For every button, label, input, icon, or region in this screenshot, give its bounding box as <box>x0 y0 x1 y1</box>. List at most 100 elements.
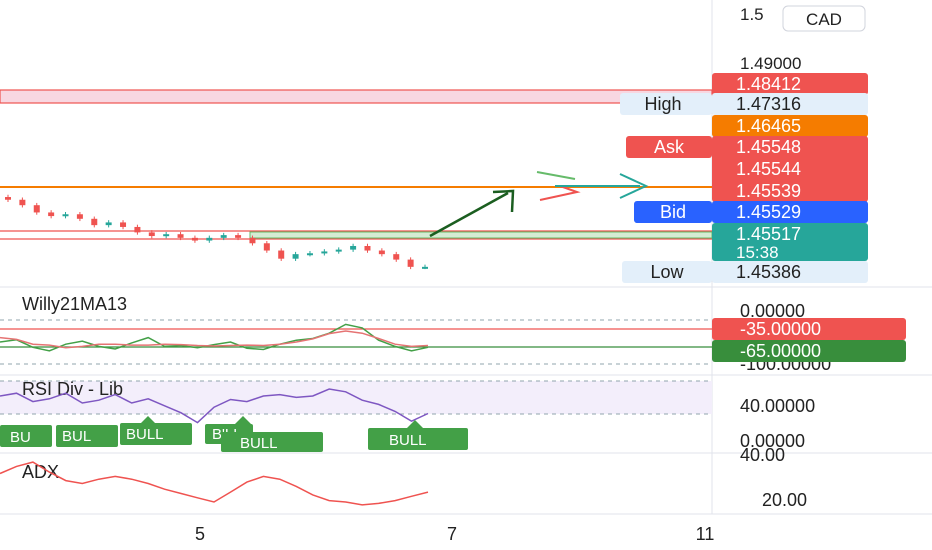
green-arrow-stroke <box>536 171 576 180</box>
low-tag-text: Low <box>650 262 684 282</box>
price-labels: 1.48412 High 1.47316 1.46465 Ask 1.45548… <box>620 73 868 283</box>
rsi-axis-0: 0.00000 <box>740 431 805 451</box>
bull-signal-2-text: BUL <box>62 428 91 445</box>
bull-signal-3-pointer <box>140 416 156 424</box>
teal-arrow-head <box>619 173 649 199</box>
bid-tag-bg <box>634 201 712 223</box>
candle-body <box>263 243 270 251</box>
candlestick-series <box>5 194 428 270</box>
candle-body <box>91 218 98 226</box>
bull-signal-3-text: BULL <box>126 426 164 443</box>
currency-button[interactable] <box>782 5 866 32</box>
willy-ma-line <box>0 330 429 349</box>
bull-signal-3 <box>120 423 192 445</box>
candle-body <box>249 237 256 244</box>
candle-body <box>350 245 357 250</box>
adx-axis-40: 40.00 <box>740 445 785 465</box>
adx-title: ADX <box>22 462 59 482</box>
willy-level-35-bg <box>712 318 906 340</box>
price-label-ask-group-bg <box>712 136 868 202</box>
bull-signal-6-text: BULL <box>389 432 427 449</box>
willy-level-65-text: -65.00000 <box>740 341 821 361</box>
candle-body <box>422 266 428 269</box>
candle-body <box>33 205 40 213</box>
low-tag-bg <box>622 261 712 283</box>
candle-body <box>378 250 385 255</box>
ask-tag-bg <box>626 136 712 158</box>
price-label-upper-text: 1.48412 <box>736 74 801 94</box>
bull-signal-6 <box>368 428 468 450</box>
high-tag-bg <box>620 93 712 115</box>
willy-line <box>0 323 429 352</box>
candle-body <box>306 253 313 256</box>
willy-level-65-bg <box>712 340 906 362</box>
bull-signal-2 <box>56 425 118 447</box>
time-tick-11: 11 <box>696 524 715 544</box>
bull-signal-1-text: BU <box>10 429 31 446</box>
candle-body <box>235 235 242 238</box>
candle-body <box>120 222 127 227</box>
bid-tag-text: Bid <box>660 202 686 222</box>
candle-body <box>292 254 299 259</box>
candle-body <box>364 245 371 251</box>
candle-body <box>19 199 26 206</box>
candle-body <box>177 234 184 238</box>
bull-signal-6-pointer <box>405 420 425 430</box>
candle-body <box>48 212 55 217</box>
time-tick-7: 7 <box>447 524 457 544</box>
countdown-text: 15:38 <box>736 243 779 262</box>
candle-body <box>206 237 213 241</box>
price-label-orange-bg <box>712 115 868 137</box>
price-label-high-text: 1.47316 <box>736 94 801 114</box>
rsi-axis-40: 40.00000 <box>740 396 815 416</box>
candle-body <box>393 254 400 260</box>
willy-title: Willy21MA13 <box>22 294 127 314</box>
candle-body <box>134 226 141 233</box>
candle-body <box>407 259 414 267</box>
candle-body <box>220 235 227 238</box>
candle-body <box>5 197 11 200</box>
candle-body <box>62 214 69 217</box>
bull-signal-5-text: BULL <box>240 435 278 452</box>
bull-signal-5-pointer <box>235 416 251 424</box>
rsi-line <box>0 388 429 424</box>
projection-arrow-line <box>429 191 509 238</box>
resistance-zone <box>0 89 713 104</box>
candle-body <box>335 249 342 252</box>
willy-level-35-text: -35.00000 <box>740 319 821 339</box>
price-label-orange-text: 1.46465 <box>736 116 801 136</box>
price-label-ask-text: 1.45548 <box>736 137 801 157</box>
price-tick-1-49: 1.49000 <box>740 54 801 73</box>
candle-body <box>191 237 198 241</box>
red-arrow-stroke <box>539 185 581 201</box>
currency-label: CAD <box>806 10 842 29</box>
candle-body <box>278 250 285 259</box>
price-tick-1-5: 1.5 <box>740 5 764 24</box>
price-label-mid-text: 1.45544 <box>736 159 801 179</box>
high-tag-text: High <box>644 94 681 114</box>
bull-signal-5 <box>221 432 323 452</box>
demand-zone <box>249 231 713 239</box>
willy-axis-0: 0.00000 <box>740 301 805 321</box>
bull-signals: BU BUL BULL B'LL BULL BULL <box>0 416 468 452</box>
ask-tag-text: Ask <box>654 137 685 157</box>
price-label-last-bg <box>712 223 868 261</box>
candle-body <box>148 232 155 237</box>
projection-arrow-head <box>492 189 515 213</box>
price-label-upper-bg <box>712 73 868 95</box>
price-label-bid-bg <box>712 201 868 223</box>
bull-signal-1 <box>0 425 52 447</box>
price-label-last-text: 1.45517 <box>736 224 801 244</box>
adx-line <box>0 461 429 506</box>
rsi-title: RSI Div - Lib <box>22 379 123 399</box>
candle-body <box>76 214 83 219</box>
adx-axis-20: 20.00 <box>762 490 807 510</box>
candle-body <box>163 234 170 237</box>
candle-body <box>321 251 328 254</box>
price-label-lower-text: 1.45539 <box>736 181 801 201</box>
price-label-high-bg <box>712 93 868 115</box>
price-label-low-text: 1.45386 <box>736 262 801 282</box>
price-label-bid-text: 1.45529 <box>736 202 801 222</box>
time-tick-5: 5 <box>195 524 205 544</box>
